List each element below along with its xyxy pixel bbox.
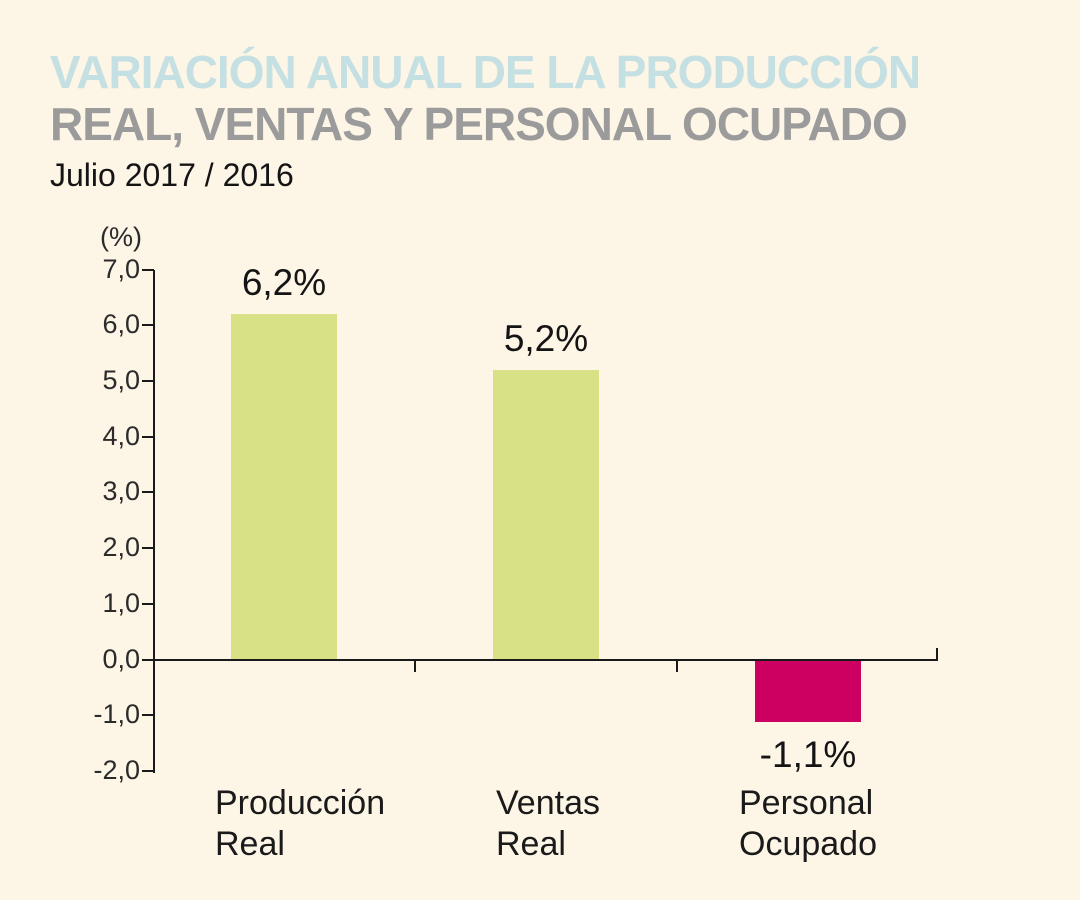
y-axis-unit-label: (%) bbox=[100, 222, 142, 252]
x-axis-line bbox=[153, 658, 938, 661]
category-label-line: Producción bbox=[215, 784, 386, 822]
bar-personal-ocupado bbox=[755, 660, 861, 722]
category-label: Personal Ocupado bbox=[739, 783, 877, 865]
category-label-line: Real bbox=[496, 825, 566, 863]
y-axis-tick-label: 6,0 bbox=[102, 309, 140, 340]
bar-value-label: -1,1% bbox=[759, 733, 857, 775]
category-label: Producción Real bbox=[215, 783, 385, 865]
y-axis-tick bbox=[142, 769, 154, 772]
title-line-2: REAL, VENTAS Y PERSONAL OCUPADO bbox=[50, 98, 908, 150]
y-axis-tick bbox=[142, 714, 154, 717]
y-axis-tick bbox=[142, 491, 154, 494]
bar-ventas-real bbox=[493, 369, 599, 660]
y-axis-tick-label: 0,0 bbox=[102, 643, 140, 674]
category-label-line: Ventas bbox=[496, 784, 600, 822]
y-axis-line bbox=[153, 269, 155, 773]
y-axis-tick-label: 5,0 bbox=[102, 365, 140, 395]
chart-header: VARIACIÓN ANUAL DE LA PRODUCCIÓN REAL, V… bbox=[50, 46, 921, 194]
y-axis-tick bbox=[142, 324, 154, 327]
chart-subtitle: Julio 2017 / 2016 bbox=[50, 157, 294, 193]
y-axis-tick-label: 4,0 bbox=[102, 420, 140, 451]
y-axis-tick-label: 1,0 bbox=[102, 587, 140, 618]
y-axis-tick bbox=[142, 268, 154, 271]
y-axis-tick bbox=[142, 602, 154, 605]
y-axis-tick bbox=[142, 547, 154, 550]
category-label: Ventas Real bbox=[496, 783, 600, 865]
y-axis-tick bbox=[142, 380, 154, 382]
x-axis-category-tick bbox=[676, 660, 678, 672]
x-axis-category-tick bbox=[414, 660, 416, 672]
y-axis-tick-label: 2,0 bbox=[102, 532, 140, 563]
category-label-line: Real bbox=[215, 825, 285, 863]
y-axis-tick bbox=[142, 435, 154, 438]
bar-value-label: 5,2% bbox=[503, 317, 589, 359]
bar-producci-n-real bbox=[231, 314, 337, 660]
category-label-line: Ocupado bbox=[739, 825, 877, 863]
x-axis-end-tick bbox=[936, 647, 938, 660]
y-axis-tick-label: -2,0 bbox=[93, 754, 140, 785]
y-axis-tick-label: 3,0 bbox=[102, 476, 140, 507]
bar-value-label: 6,2% bbox=[241, 262, 327, 304]
y-axis-tick-label: 7,0 bbox=[102, 253, 140, 284]
y-axis-tick-label: -1,0 bbox=[93, 699, 140, 730]
y-axis-tick bbox=[142, 658, 154, 661]
title-line-1: VARIACIÓN ANUAL DE LA PRODUCCIÓN bbox=[50, 46, 921, 98]
category-label-line: Personal bbox=[739, 784, 874, 822]
